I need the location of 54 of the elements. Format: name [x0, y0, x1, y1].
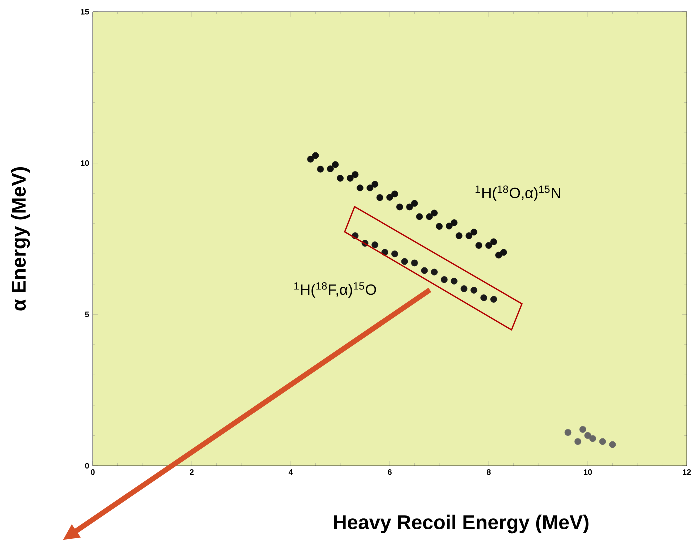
- point: [406, 204, 414, 211]
- point: [590, 435, 596, 442]
- point: [456, 232, 463, 240]
- point: [386, 194, 394, 201]
- point: [401, 258, 408, 266]
- point: [460, 286, 468, 292]
- point: [490, 238, 498, 246]
- point: [584, 432, 592, 440]
- point: [411, 200, 418, 207]
- point: [392, 190, 398, 198]
- point: [366, 184, 374, 192]
- annotation: $^{1}$H($^{18}$F,α)$^{15}$O: [294, 282, 376, 298]
- point: [580, 426, 586, 434]
- point: [564, 429, 572, 436]
- point: [486, 242, 492, 250]
- point: [574, 438, 582, 446]
- point: [327, 166, 334, 172]
- point: [372, 181, 379, 188]
- point: [490, 296, 498, 303]
- point: [307, 156, 314, 163]
- point: [396, 204, 404, 211]
- x-axis-title: Heavy Recoil Energy (MeV): [334, 514, 589, 534]
- point: [416, 214, 424, 220]
- point: [446, 222, 453, 230]
- point: [599, 438, 606, 446]
- point: [376, 194, 384, 202]
- point: [450, 278, 458, 285]
- point: [411, 260, 418, 267]
- point: [426, 214, 433, 220]
- point: [431, 268, 438, 276]
- point: [356, 184, 364, 192]
- point: [500, 249, 508, 256]
- point: [496, 252, 502, 259]
- point: [317, 166, 324, 173]
- point: [480, 294, 488, 302]
- y-axis-title: α Energy (MeV): [11, 167, 30, 311]
- point: [421, 267, 428, 274]
- point: [609, 441, 616, 448]
- point: [441, 276, 448, 284]
- point: [312, 152, 320, 160]
- point: [431, 210, 438, 217]
- point: [470, 287, 478, 294]
- point: [476, 242, 482, 250]
- point: [466, 232, 473, 240]
- point: [352, 171, 359, 178]
- point: [392, 250, 398, 258]
- point: [450, 220, 458, 226]
- annotation: $^{1}$H($^{18}$O,α)$^{15}$N: [476, 186, 560, 202]
- point: [332, 161, 339, 168]
- point: [372, 242, 379, 248]
- point: [470, 228, 478, 236]
- point: [436, 223, 443, 230]
- point: [347, 175, 354, 182]
- point: [337, 175, 344, 182]
